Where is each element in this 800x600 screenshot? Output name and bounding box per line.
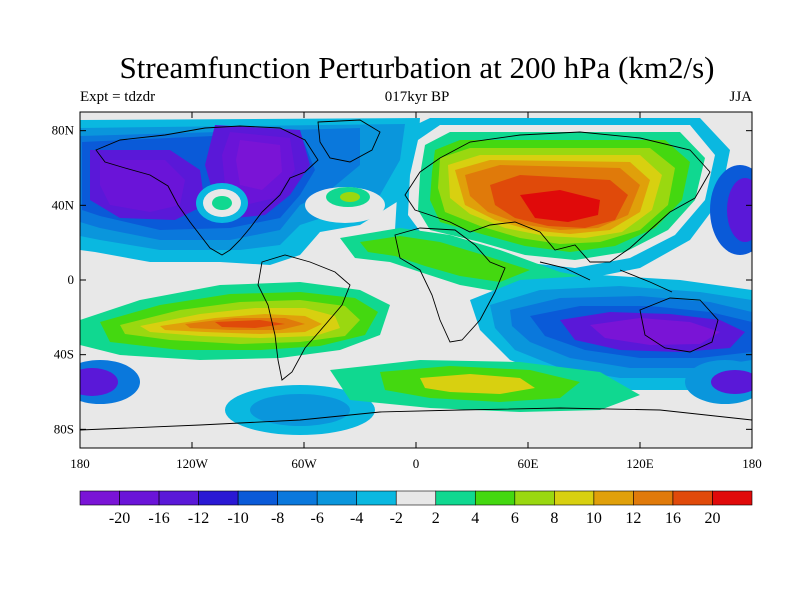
colorbar-label: -4 (350, 510, 363, 527)
lat-tick-label: 80N (52, 123, 75, 138)
coastline-australia (639, 297, 719, 353)
colorbar-label: 6 (511, 510, 519, 527)
colorbar-label: 20 (704, 510, 720, 527)
colorbar-label: -6 (311, 510, 324, 527)
colorbar-label: 16 (665, 510, 681, 527)
coastline-africa (394, 227, 506, 343)
colorbar-label: 10 (586, 510, 602, 527)
colorbar-label: 2 (432, 510, 440, 527)
colorbar-swatch (633, 490, 674, 506)
lon-tick-label: 120W (176, 456, 209, 471)
lon-tick-label: 60W (291, 456, 317, 471)
lon-tick-label: 0 (413, 456, 420, 471)
colorbar-label: 12 (625, 510, 641, 527)
colorbar-label: -12 (188, 510, 209, 527)
latitude-axis: 80N 40N 0 40S 80S (52, 123, 752, 436)
longitude-axis: 180 120W 60W 0 60E 120E 180 (70, 112, 762, 471)
colorbar-swatch (474, 490, 516, 506)
colorbar-swatch (435, 490, 476, 506)
coastline-antarctica (80, 407, 752, 431)
colorbar-swatch (316, 490, 358, 506)
colorbar-label: -20 (109, 510, 130, 527)
colorbar-swatch (356, 490, 397, 506)
experiment-label: Expt = tdzdr (80, 89, 156, 105)
lon-tick-label: 120E (626, 456, 654, 471)
colorbar-label: -8 (271, 510, 284, 527)
lat-tick-label: 40N (52, 197, 75, 212)
colorbar-swatch (237, 490, 278, 506)
streamfunction-field (80, 112, 752, 448)
lon-tick-label: 180 (70, 456, 90, 471)
coastlines (80, 119, 752, 431)
colorbar-swatch (395, 490, 437, 506)
colorbar-swatch (277, 490, 318, 506)
lat-tick-label: 40S (54, 347, 74, 362)
colorbar-swatch (158, 490, 199, 506)
lon-tick-label: 180 (742, 456, 762, 471)
colorbar-swatch (554, 490, 595, 506)
colorbar-label: -2 (390, 510, 403, 527)
colorbar-swatch (593, 490, 634, 506)
colorbar-label: -16 (148, 510, 169, 527)
colorbar-swatch (79, 490, 120, 506)
coastline-eurasia (404, 131, 711, 263)
colorbar-label: 8 (550, 510, 558, 527)
colorbar-swatch (514, 490, 555, 506)
season-label: JJA (729, 89, 752, 105)
coastline-north-america (95, 125, 319, 256)
coastline-greenland (317, 119, 381, 163)
lat-tick-label: 80S (54, 421, 74, 436)
lat-tick-label: 0 (68, 272, 75, 287)
colorbar-swatch (672, 490, 713, 506)
colorbar-swatch (119, 490, 160, 506)
colorbar-swatch (712, 490, 753, 506)
colorbar-label: -10 (227, 510, 248, 527)
colorbar-swatch (198, 490, 239, 506)
time-label: 017kyr BP (384, 89, 450, 105)
colorbar-label: 4 (471, 510, 479, 527)
coastline-south-america (257, 254, 351, 381)
map-title: Streamfunction Perturbation at 200 hPa (… (119, 50, 715, 85)
colorbar: -20 -16 -12 -10 -8 -6 -4 -2 2 4 6 8 10 12 16 20 (79, 490, 753, 527)
lon-tick-label: 60E (518, 456, 539, 471)
